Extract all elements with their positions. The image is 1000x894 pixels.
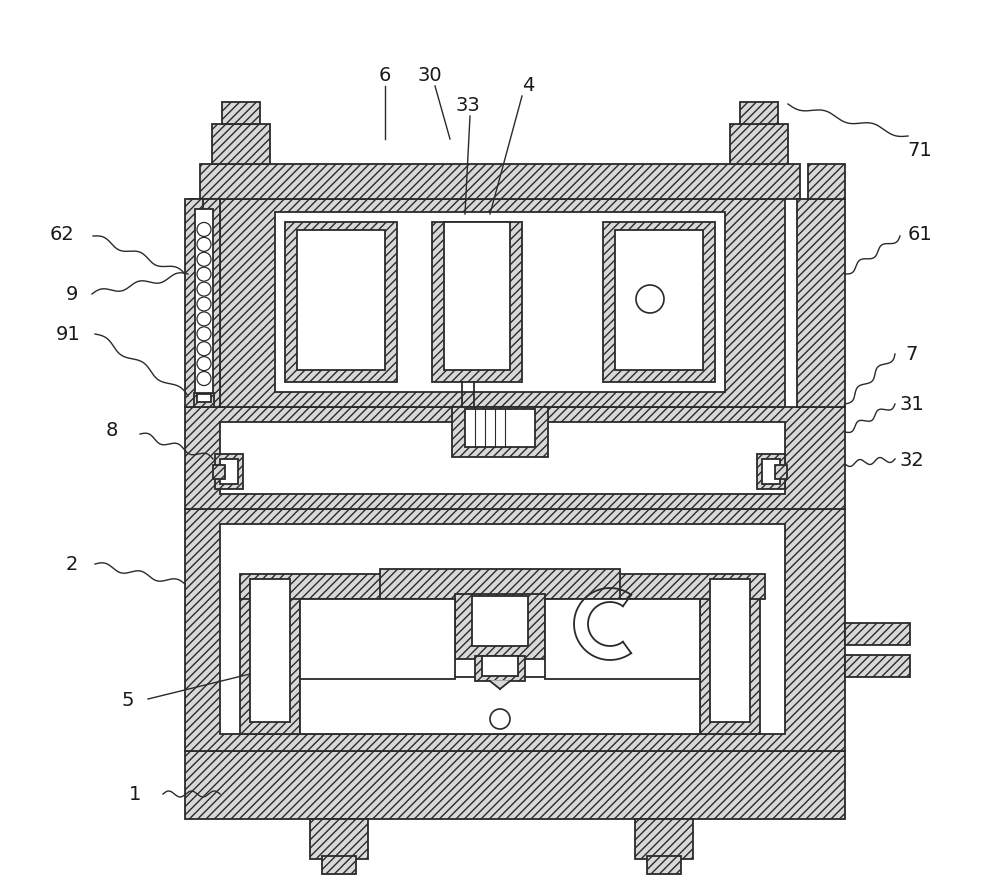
Bar: [655, 599, 700, 734]
Circle shape: [197, 372, 211, 386]
Circle shape: [197, 327, 211, 342]
Bar: [380, 569, 620, 599]
Bar: [465, 409, 535, 448]
Bar: [297, 231, 385, 371]
Circle shape: [197, 253, 211, 267]
Text: 2: 2: [66, 555, 78, 574]
Bar: [808, 164, 845, 199]
Text: 5: 5: [122, 690, 134, 709]
Bar: [220, 199, 785, 408]
Bar: [213, 466, 225, 479]
Circle shape: [197, 358, 211, 371]
Bar: [740, 103, 778, 125]
Bar: [194, 393, 214, 408]
Bar: [185, 510, 845, 751]
Text: 6: 6: [379, 65, 391, 84]
Bar: [455, 595, 545, 659]
Circle shape: [197, 238, 211, 252]
Circle shape: [197, 298, 211, 312]
Bar: [197, 394, 211, 402]
Bar: [300, 599, 345, 734]
Bar: [185, 751, 845, 819]
Text: 8: 8: [106, 420, 118, 439]
Bar: [322, 856, 356, 874]
Bar: [545, 599, 700, 679]
Bar: [472, 596, 528, 646]
Bar: [200, 164, 800, 199]
Bar: [444, 223, 510, 371]
Bar: [603, 223, 715, 383]
Bar: [452, 408, 548, 458]
Text: 31: 31: [900, 395, 924, 414]
Bar: [220, 423, 785, 494]
Bar: [300, 678, 700, 734]
Circle shape: [197, 268, 211, 282]
Bar: [240, 574, 765, 599]
Bar: [185, 408, 845, 510]
Text: 4: 4: [522, 75, 534, 95]
Text: 32: 32: [900, 450, 924, 469]
Bar: [300, 599, 455, 679]
Polygon shape: [490, 681, 510, 689]
Bar: [797, 199, 845, 408]
Bar: [762, 460, 780, 485]
Bar: [432, 223, 522, 383]
Text: 9: 9: [66, 285, 78, 304]
Bar: [775, 466, 787, 479]
Circle shape: [490, 709, 510, 730]
Circle shape: [636, 286, 664, 314]
Circle shape: [197, 283, 211, 297]
Bar: [845, 655, 910, 678]
Bar: [647, 856, 681, 874]
Bar: [285, 223, 397, 383]
Bar: [710, 579, 750, 722]
Text: 7: 7: [906, 345, 918, 364]
Bar: [240, 579, 300, 734]
Bar: [845, 623, 910, 645]
Bar: [475, 656, 525, 681]
Circle shape: [197, 313, 211, 326]
Bar: [222, 103, 260, 125]
Text: 30: 30: [418, 65, 442, 84]
Bar: [185, 199, 203, 408]
Bar: [310, 819, 368, 859]
Text: 33: 33: [456, 96, 480, 114]
Bar: [215, 454, 243, 489]
Bar: [757, 454, 785, 489]
Bar: [700, 579, 760, 734]
Text: 1: 1: [129, 785, 141, 804]
Bar: [482, 656, 518, 676]
Text: 91: 91: [56, 325, 80, 344]
Text: 61: 61: [908, 225, 932, 244]
Bar: [275, 213, 725, 392]
Bar: [220, 460, 238, 485]
Circle shape: [197, 342, 211, 357]
Bar: [250, 579, 290, 722]
Bar: [220, 525, 785, 734]
Text: 71: 71: [908, 140, 932, 159]
Circle shape: [197, 224, 211, 237]
Bar: [730, 125, 788, 164]
Bar: [188, 199, 220, 408]
Bar: [635, 819, 693, 859]
Bar: [195, 210, 213, 394]
Bar: [615, 231, 703, 371]
Text: 62: 62: [50, 225, 74, 244]
Bar: [212, 125, 270, 164]
